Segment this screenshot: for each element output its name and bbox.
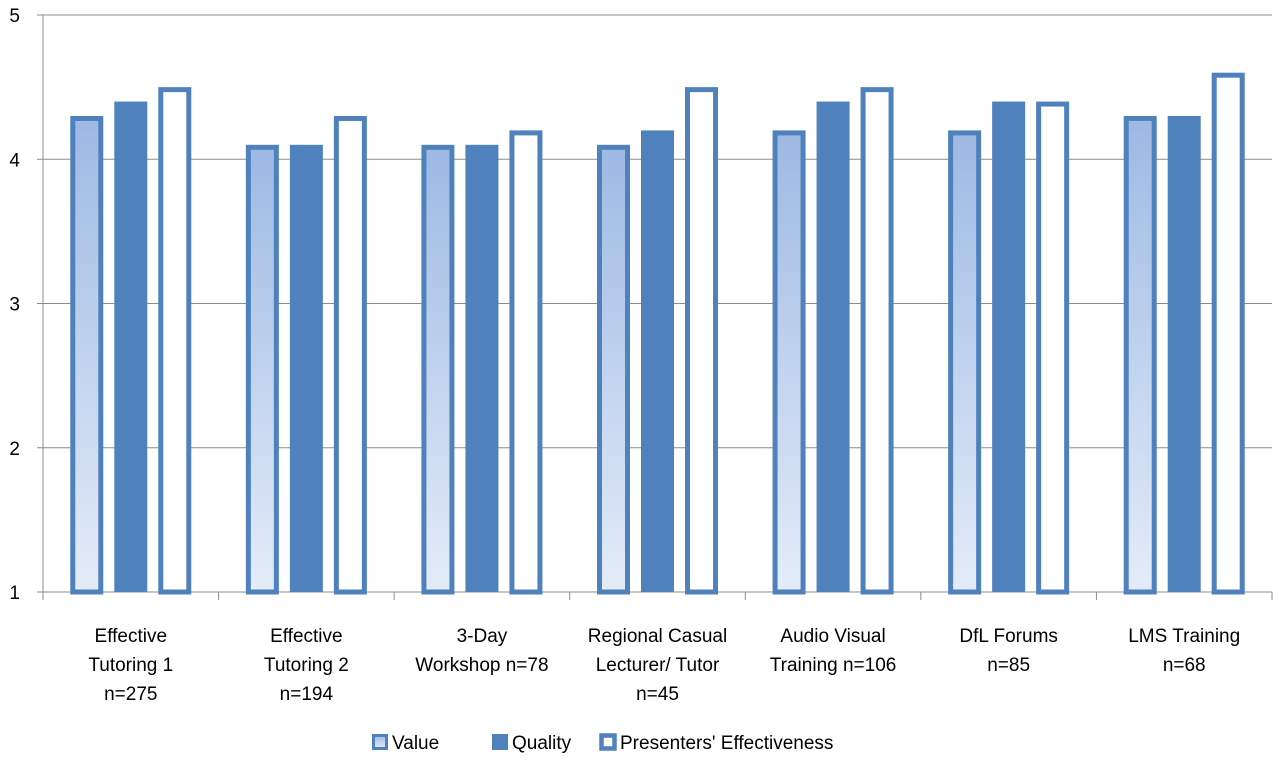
bar-quality [289,144,323,592]
category-label: Regional Casual Lecturer/ Tutor n=45 [588,626,727,705]
bar-value [245,144,279,595]
legend-label: Presenters' Effectiveness [620,733,833,754]
category-label: DfL Forums n=85 [959,626,1058,676]
bar-quality [114,101,148,593]
bar-quality [1167,115,1201,592]
category-label: Effective Tutoring 1 n=275 [88,626,173,705]
legend-label: Value [392,733,439,754]
bars [70,72,1245,595]
x-axis [42,591,1273,600]
y-tick-label: 2 [9,439,20,460]
bar-presenters-effectiveness [1211,72,1245,595]
category-labels: Effective Tutoring 1 n=275 Effective Tutorin… [88,626,1240,705]
bar-value [1123,115,1157,595]
bar-value [597,144,630,595]
y-tick-label: 5 [9,6,20,27]
category-label: 3-Day Workshop n=78 [415,626,548,676]
y-axis: 1 2 3 4 5 [9,6,44,604]
bar-presenters-effectiveness [333,115,367,595]
bar-value [421,144,455,595]
legend-label: Quality [512,733,572,754]
y-tick-label: 1 [9,583,20,604]
legend-swatch [492,734,508,750]
bar-value [772,130,806,595]
bar-presenters-effectiveness [685,87,718,595]
bar-presenters-effectiveness [509,130,543,595]
bar-value [948,130,982,595]
bar-presenters-effectiveness [860,87,894,595]
legend-swatch [599,733,617,751]
category-label: LMS Training n=68 [1128,626,1240,676]
bar-presenters-effectiveness [1036,101,1070,595]
legend-swatch [372,734,388,750]
bar-presenters-effectiveness [158,87,192,595]
bar-quality [992,101,1026,593]
bar-quality [816,101,850,593]
legend: Value Quality Presenters' Effectiveness [372,733,833,754]
bar-value [70,115,104,595]
category-label: Audio Visual Training n=106 [770,626,897,676]
y-tick-label: 3 [9,295,20,316]
bar-quality [641,130,674,592]
category-label: Effective Tutoring 2 n=194 [264,626,349,705]
y-tick-label: 4 [9,150,20,171]
bar-quality [465,144,499,592]
